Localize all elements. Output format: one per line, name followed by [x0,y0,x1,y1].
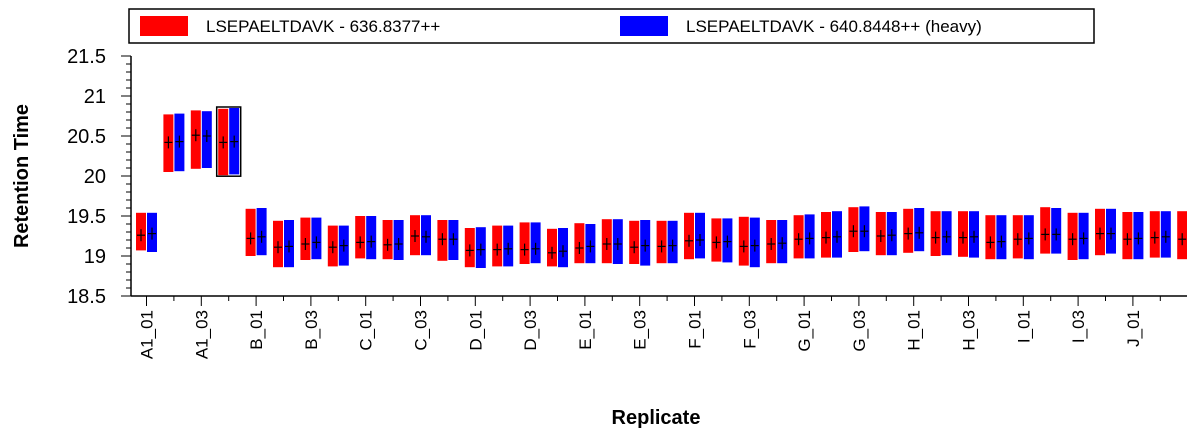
x-tick-label: C_03 [412,310,431,351]
y-tick-label: 19.5 [67,206,106,228]
x-tick-label: D_01 [466,310,485,351]
x-tick-label: C_01 [357,310,376,351]
y-tick-label: 21.5 [67,46,106,68]
x-tick-label: B_03 [302,310,321,350]
y-tick-label: 20 [84,166,106,188]
box-heavy [530,222,541,264]
x-tick-label: B_01 [247,310,266,350]
x-tick-label: F_03 [740,310,759,349]
y-axis-ticks: 18.5 19 19.5 20 20.5 21 21.5 [67,46,131,308]
x-tick-label: G_01 [795,310,814,352]
selection-layer [215,106,242,177]
y-axis-title: Retention Time [11,104,33,248]
x-tick-label: D_03 [521,310,540,351]
x-tick-label: F_01 [686,310,705,349]
x-axis-title: Replicate [612,407,701,429]
x-tick-label: I_01 [1014,310,1033,343]
legend-swatch-light [140,16,188,36]
x-tick-label: A1_01 [138,310,157,359]
x-tick-label: A1_03 [192,310,211,359]
y-tick-label: 19 [84,246,106,268]
x-tick-label: H_01 [905,310,924,351]
x-tick-label: I_03 [1069,310,1088,343]
legend-frame [128,8,1095,44]
y-tick-label: 18.5 [67,286,106,308]
x-tick-label: E_01 [576,310,595,350]
x-tick-label: H_03 [960,310,979,351]
x-axis-ticks: A1_01 A1_03 B_01 B_03 C_01 C_03 D_01 D_03 E_01 E_… [138,296,1161,359]
selected-replicate-outline [215,106,242,177]
y-tick-label: 21 [84,86,106,108]
legend: LSEPAELTDAVK - 636.8377++ LSEPAELTDAVK -… [128,8,1095,44]
x-tick-label: J_01 [1124,310,1143,347]
legend-label-heavy: LSEPAELTDAVK - 640.8448++ (heavy) [686,17,982,36]
box-light [519,222,530,264]
x-tick-label: E_03 [631,310,650,350]
box-series [136,108,1187,268]
x-tick-label: G_03 [850,310,869,352]
y-tick-label: 20.5 [67,126,106,148]
legend-swatch-heavy [620,16,668,36]
legend-label-light: LSEPAELTDAVK - 636.8377++ [206,17,440,36]
